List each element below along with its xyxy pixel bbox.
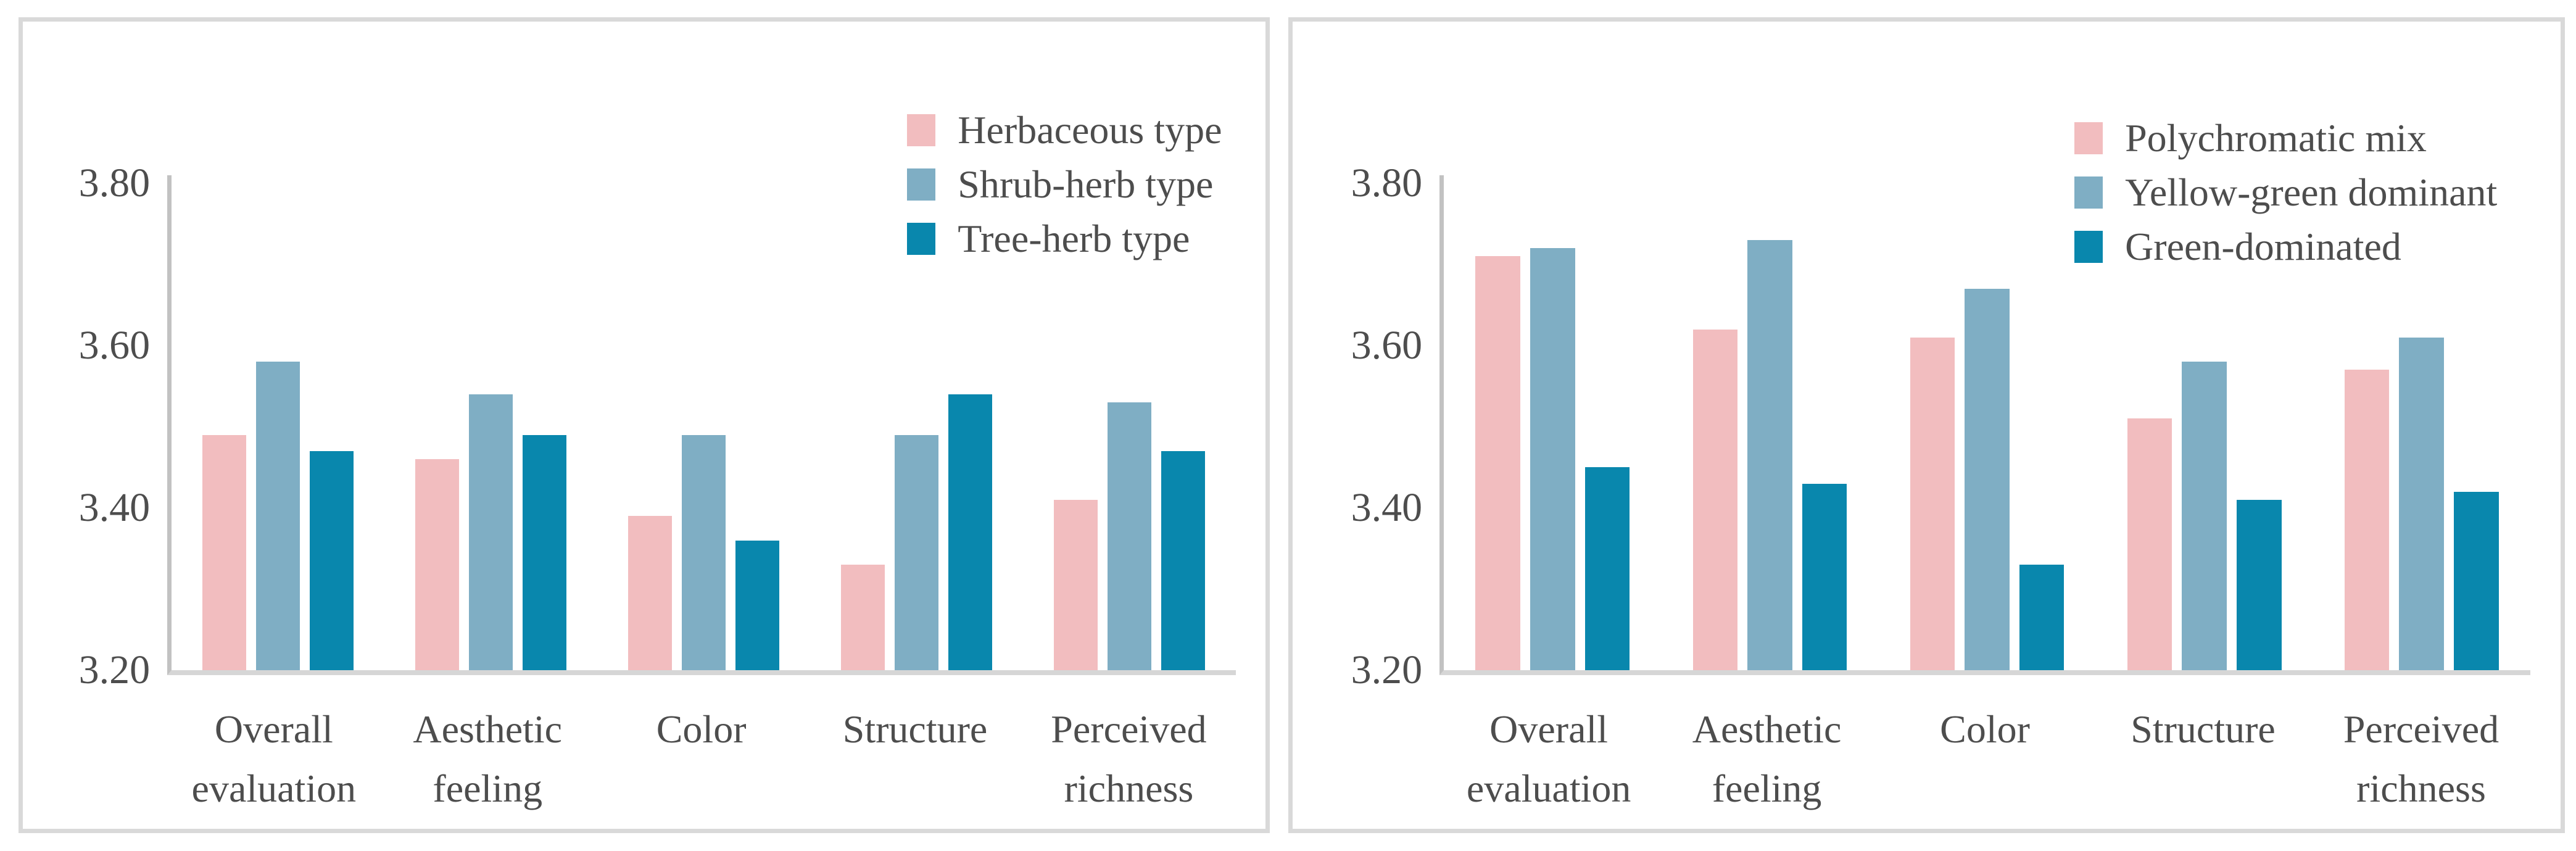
bar — [1747, 239, 1792, 671]
bar-groups — [172, 175, 1236, 671]
bar — [202, 434, 246, 671]
plot-area: 3.20 3.40 3.60 3.80 — [1351, 162, 2530, 691]
legend-swatch-icon — [2074, 176, 2103, 209]
bar-group — [1661, 175, 1878, 671]
legend-item: Herbaceous type — [907, 110, 1222, 150]
bar — [415, 459, 459, 671]
legend-label: Yellow-green dominant — [2125, 170, 2498, 214]
bar — [255, 362, 300, 671]
bar — [2399, 337, 2444, 671]
bar — [2182, 362, 2227, 671]
legend: Polychromatic mix Yellow-green dominant Gr… — [2074, 118, 2497, 267]
bar-group — [2313, 175, 2530, 671]
bar — [2237, 500, 2282, 671]
legend-label: Tree-herb type — [958, 216, 1190, 260]
bar — [2454, 491, 2499, 671]
bar-group — [810, 175, 1023, 671]
bar — [840, 565, 885, 671]
legend-swatch-icon — [907, 222, 936, 255]
category-label: Perceived richness — [1051, 707, 1207, 810]
legend-label: Polychromatic mix — [2125, 115, 2427, 160]
bar — [1475, 256, 1520, 671]
bar — [1161, 451, 1205, 671]
y-axis-tick-label: 3.80 — [78, 160, 151, 205]
y-axis-tick-label: 3.60 — [1351, 322, 1423, 368]
category-label: Perceived richness — [2343, 707, 2499, 810]
legend-label: Herbaceous type — [958, 107, 1222, 152]
y-axis-tick-label: 3.20 — [1351, 647, 1423, 693]
legend-swatch-icon — [907, 168, 936, 201]
bar — [1530, 248, 1575, 671]
chart-panel-left: Herbaceous type Shrub-herb type Tree-herb … — [19, 17, 1270, 833]
bar — [735, 540, 779, 671]
bar — [1692, 329, 1738, 671]
legend-item: Shrub-herb type — [907, 162, 1222, 206]
bar — [894, 434, 938, 671]
legend-swatch-icon — [2074, 122, 2103, 154]
legend-label: Shrub-herb type — [958, 162, 1214, 206]
bar-groups — [1444, 175, 2530, 671]
bar-group — [1023, 175, 1236, 671]
bar — [627, 516, 672, 671]
bar — [468, 394, 513, 671]
legend-label: Green-dominated — [2125, 224, 2401, 268]
bar-group — [172, 175, 384, 671]
bar — [309, 451, 354, 671]
y-axis-tick-label: 3.40 — [1351, 485, 1423, 531]
legend-item: Tree-herb type — [907, 216, 1222, 260]
bar-group — [1879, 175, 2096, 671]
y-axis-tick-label: 3.80 — [1351, 160, 1423, 205]
bar — [2127, 418, 2172, 671]
bar — [681, 434, 726, 671]
category-label: Overall evaluation — [191, 707, 357, 810]
bar — [1965, 288, 2010, 671]
bar-group — [2096, 175, 2313, 671]
category-label: Color — [1940, 707, 2030, 751]
legend-item: Yellow-green dominant — [2074, 170, 2498, 214]
bar — [1584, 467, 1630, 671]
bar-group — [597, 175, 810, 671]
category-label: Aesthetic feeling — [1692, 707, 1842, 810]
bar — [1910, 337, 1955, 671]
chart-panel-right: Polychromatic mix Yellow-green dominant Gr… — [1288, 17, 2565, 833]
legend-item: Polychromatic mix — [2074, 118, 2497, 158]
bar — [1802, 483, 1847, 671]
legend: Herbaceous type Shrub-herb type Tree-herb … — [907, 110, 1222, 259]
x-axis-labels: Overall evaluation Aesthetic feeling Color… — [167, 700, 1236, 818]
category-label: Structure — [842, 707, 988, 751]
bar — [1107, 402, 1151, 671]
category-label: Aesthetic feeling — [413, 707, 563, 810]
category-label: Structure — [2131, 707, 2276, 751]
y-axis-tick-label: 3.20 — [78, 647, 151, 693]
bar — [1053, 500, 1098, 671]
bar — [522, 434, 566, 671]
y-axis-tick-label: 3.60 — [78, 322, 151, 368]
plot-area: 3.20 3.40 3.60 3.80 — [79, 162, 1236, 691]
category-label: Overall evaluation — [1466, 707, 1631, 810]
y-axis-tick-label: 3.40 — [78, 485, 151, 531]
legend-swatch-icon — [907, 114, 936, 146]
bar — [948, 394, 992, 671]
legend-swatch-icon — [2074, 230, 2103, 263]
bar-group — [384, 175, 597, 671]
bar — [2344, 370, 2390, 671]
legend-item: Green-dominated — [2074, 224, 2497, 268]
x-axis-labels: Overall evaluation Aesthetic feeling Color… — [1439, 700, 2530, 818]
bar — [2019, 565, 2065, 671]
category-label: Color — [656, 707, 747, 751]
bar-group — [1444, 175, 1661, 671]
